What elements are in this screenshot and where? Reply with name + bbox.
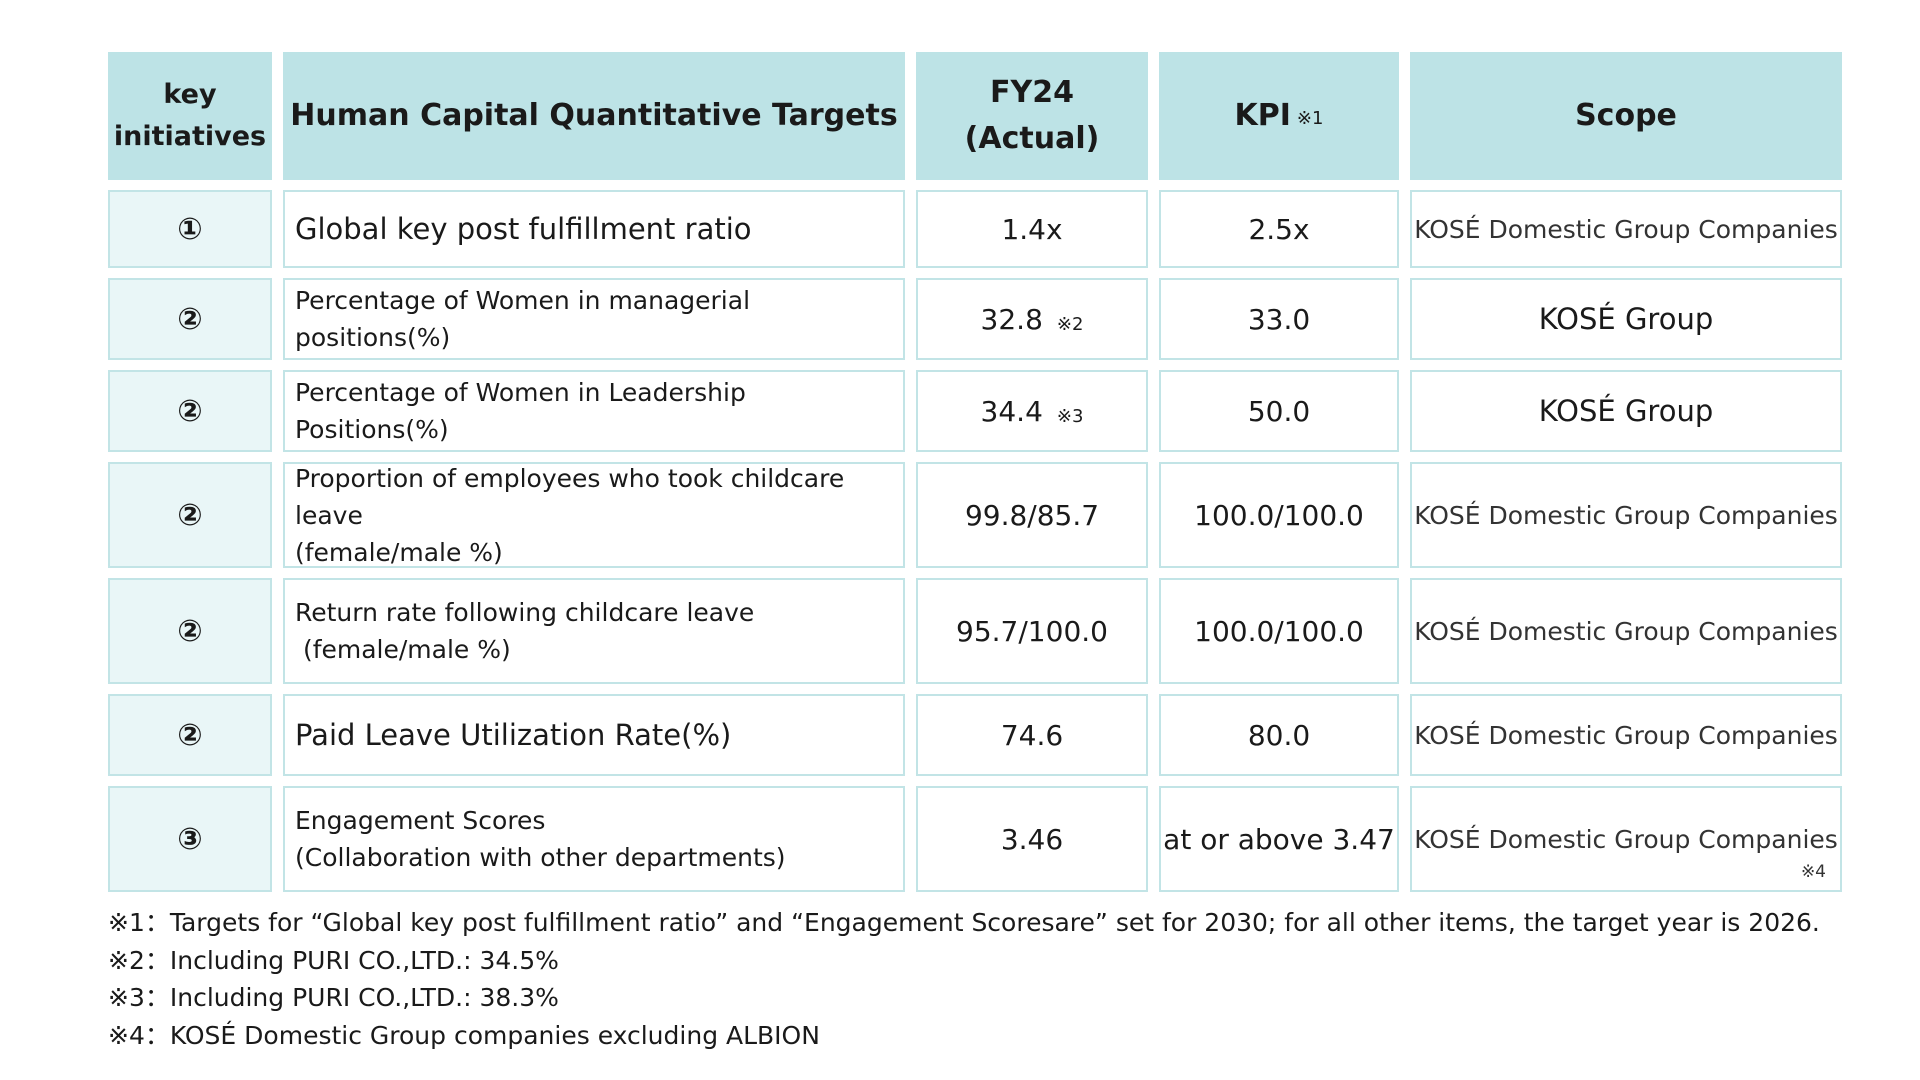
- row-key: ②: [108, 462, 272, 568]
- footnote-item: ※3：Including PURI CO.,LTD.: 38.3%: [108, 983, 559, 1012]
- row-scope: KOSÉ Group: [1410, 370, 1842, 452]
- footnote-item: ※2：Including PURI CO.,LTD.: 34.5%: [108, 945, 559, 975]
- row-target: Return rate following childcare leave (f…: [283, 578, 905, 684]
- header-fy24-line2: (Actual): [964, 121, 1100, 156]
- footnote-item: ※4：KOSÉ Domestic Group companies excludi…: [108, 1020, 820, 1050]
- row-target-text: Percentage of Women in managerial positi…: [295, 286, 751, 352]
- row-kpi: 2.5x: [1159, 190, 1399, 268]
- row-key: ①: [108, 190, 272, 268]
- row-target-line2: (female/male %): [295, 537, 503, 567]
- row-scope: KOSÉ Domestic Group Companies: [1410, 190, 1842, 268]
- header-kpi-label: KPI: [1234, 98, 1291, 133]
- row-kpi: 100.0/100.0: [1159, 462, 1399, 568]
- row-fy24: 1.4x: [916, 190, 1148, 268]
- row-key: ②: [108, 694, 272, 776]
- row-scope: KOSÉ Domestic Group Companies: [1410, 462, 1842, 568]
- header-key-initiatives: key initiatives: [108, 52, 272, 180]
- row-fy24-value: 34.4: [980, 394, 1043, 428]
- row-kpi: at or above 3.47: [1159, 786, 1399, 892]
- row-key: ②: [108, 578, 272, 684]
- row-key: ②: [108, 278, 272, 360]
- footnotes: ※1：Targets for “Global key post fulfillm…: [108, 904, 1820, 1054]
- row-kpi: 33.0: [1159, 278, 1399, 360]
- row-scope-note: ※4: [1800, 862, 1826, 882]
- row-fy24: 99.8/85.7: [916, 462, 1148, 568]
- row-kpi: 100.0/100.0: [1159, 578, 1399, 684]
- row-target-line1: Engagement Scores: [295, 806, 546, 835]
- row-fy24: 95.7/100.0: [916, 578, 1148, 684]
- header-fy24-line1: FY24: [990, 75, 1074, 110]
- footnote-item: ※1：Targets for “Global key post fulfillm…: [108, 908, 1820, 937]
- row-target: Global key post fulfillment ratio: [283, 190, 905, 268]
- row-scope: KOSÉ Domestic Group Companies ※4: [1410, 786, 1842, 892]
- header-fy24: FY24 (Actual): [916, 52, 1148, 180]
- row-fy24-note: ※3: [1056, 405, 1084, 427]
- row-fy24-value: 32.8: [980, 302, 1043, 336]
- row-target: Engagement Scores (Collaboration with ot…: [283, 786, 905, 892]
- row-target-line2: (female/male %): [295, 635, 511, 664]
- row-target: Proportion of employees who took childca…: [283, 462, 905, 568]
- row-target-line1: Return rate following childcare leave: [295, 598, 755, 627]
- row-target-text: Global key post fulfillment ratio: [295, 211, 752, 246]
- row-target: Percentage of Women in managerial positi…: [283, 278, 905, 360]
- header-scope: Scope: [1410, 52, 1842, 180]
- row-target-line1: Proportion of employees who took childca…: [295, 463, 845, 530]
- row-target: Paid Leave Utilization Rate(%): [283, 694, 905, 776]
- row-key: ③: [108, 786, 272, 892]
- row-kpi: 50.0: [1159, 370, 1399, 452]
- row-target-line2: (Collaboration with other departments): [295, 843, 786, 872]
- row-fy24: 32.8 ※2: [916, 278, 1148, 360]
- header-kpi: KPI ※1: [1159, 52, 1399, 180]
- row-scope: KOSÉ Group: [1410, 278, 1842, 360]
- row-fy24: 3.46: [916, 786, 1148, 892]
- header-kpi-note: ※1: [1296, 108, 1324, 129]
- row-kpi: 80.0: [1159, 694, 1399, 776]
- row-scope: KOSÉ Domestic Group Companies: [1410, 694, 1842, 776]
- row-fy24: 34.4 ※3: [916, 370, 1148, 452]
- row-fy24: 74.6: [916, 694, 1148, 776]
- row-fy24-note: ※2: [1056, 313, 1084, 335]
- row-target-text: Paid Leave Utilization Rate(%): [295, 717, 732, 752]
- row-target-text: Percentage of Women in Leadership Positi…: [295, 378, 746, 444]
- row-target: Percentage of Women in Leadership Positi…: [283, 370, 905, 452]
- row-scope: KOSÉ Domestic Group Companies: [1410, 578, 1842, 684]
- row-scope-text: KOSÉ Domestic Group Companies: [1414, 824, 1838, 854]
- human-capital-table: key initiatives Human Capital Quantitati…: [108, 52, 1842, 892]
- row-key: ②: [108, 370, 272, 452]
- header-targets: Human Capital Quantitative Targets: [283, 52, 905, 180]
